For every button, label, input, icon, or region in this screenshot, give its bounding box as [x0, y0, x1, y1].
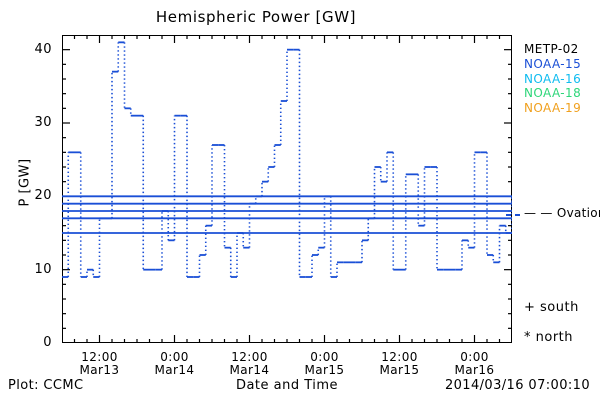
- legend-item-noaa-19: NOAA-19: [524, 101, 582, 116]
- y-tick-label: 10: [34, 261, 52, 277]
- y-tick-label: 40: [34, 41, 52, 57]
- legend-item-metp-02: METP-02: [524, 42, 579, 56]
- x-tick-date: Mar13: [79, 363, 120, 377]
- x-tick-label: 0:00 Mar14: [130, 351, 220, 377]
- x-tick-time: 0:00: [160, 350, 189, 364]
- legend-item-noaa-18: NOAA-18: [524, 86, 582, 101]
- x-tick-time: 0:00: [310, 350, 339, 364]
- legend-ovation-prime-hpi: — — Ovation Prime HPI: [524, 207, 600, 220]
- x-tick-date: Mar15: [304, 363, 345, 377]
- y-tick-label: 30: [34, 115, 52, 130]
- x-axis-title: Date and Time: [235, 378, 339, 393]
- x-tick-label: 0:00 Mar16: [430, 351, 520, 377]
- x-tick-date: Mar14: [229, 363, 270, 377]
- ovation-dash-marker-icon: [506, 214, 520, 216]
- x-tick-label: 0:00 Mar15: [280, 351, 370, 377]
- x-tick-time: 12:00: [231, 350, 268, 364]
- x-tick-time: 0:00: [460, 350, 489, 364]
- x-tick-date: Mar16: [454, 363, 495, 377]
- x-tick-label: 12:00 Mar15: [355, 351, 445, 377]
- x-tick-date: Mar14: [154, 363, 195, 377]
- legend-north-marker: * north: [524, 330, 574, 345]
- generation-timestamp: 2014/03/16 07:00:10: [444, 378, 590, 393]
- y-tick-label: 20: [34, 188, 52, 204]
- x-tick-time: 12:00: [81, 350, 118, 364]
- x-tick-label: 12:00 Mar13: [55, 351, 145, 377]
- x-tick-time: 12:00: [381, 350, 418, 364]
- satellite-legend: METP-02 NOAA-15 NOAA-16 NOAA-18 NOAA-19: [524, 42, 581, 116]
- legend-item-noaa-15: NOAA-15: [524, 56, 582, 71]
- legend-south-marker: + south: [524, 300, 579, 315]
- y-axis-title: P [GW]: [17, 158, 33, 207]
- legend-ovation-line1: — — Ovation: [524, 206, 600, 220]
- plot-frame: [62, 35, 512, 343]
- legend-item-noaa-16: NOAA-16: [524, 71, 582, 86]
- plot-credit: Plot: CCMC: [8, 378, 84, 393]
- x-tick-date: Mar15: [379, 363, 420, 377]
- x-tick-label: 12:00 Mar14: [205, 351, 295, 377]
- y-tick-label: 0: [43, 335, 52, 350]
- plot-canvas: [62, 35, 512, 343]
- chart-title: Hemispheric Power [GW]: [155, 8, 357, 26]
